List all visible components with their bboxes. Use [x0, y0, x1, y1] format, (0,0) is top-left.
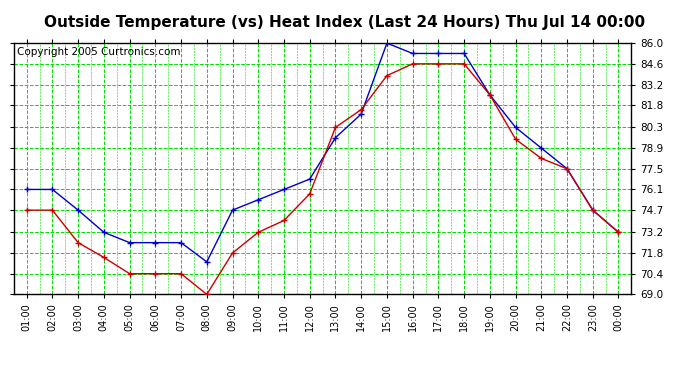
Text: Copyright 2005 Curtronics.com: Copyright 2005 Curtronics.com: [17, 47, 180, 57]
Text: Outside Temperature (vs) Heat Index (Last 24 Hours) Thu Jul 14 00:00: Outside Temperature (vs) Heat Index (Las…: [44, 15, 646, 30]
